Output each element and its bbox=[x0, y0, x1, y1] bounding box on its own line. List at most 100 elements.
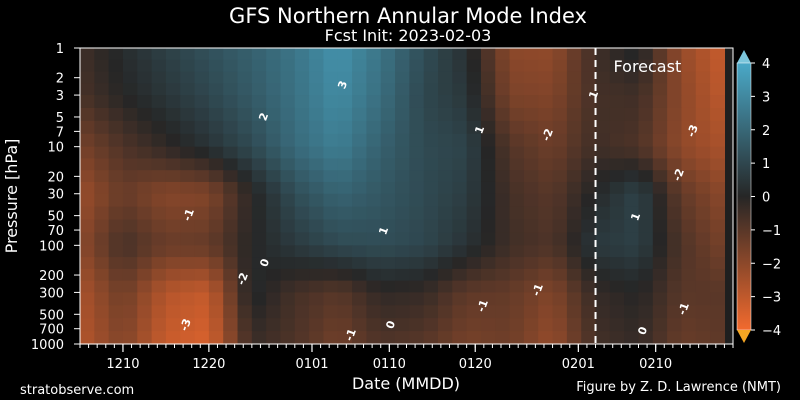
heatmap-cell bbox=[337, 193, 353, 208]
heatmap-cell bbox=[495, 95, 511, 109]
heatmap-cell bbox=[122, 331, 138, 345]
heatmap-cell bbox=[480, 232, 496, 246]
heatmap-cell bbox=[423, 133, 439, 148]
heatmap-cell bbox=[165, 268, 181, 282]
colorbar-scale bbox=[736, 62, 752, 331]
heatmap-cell bbox=[652, 232, 668, 246]
heatmap-cell bbox=[122, 120, 138, 135]
heatmap-cell bbox=[466, 245, 482, 258]
heatmap-cell bbox=[137, 146, 153, 160]
heatmap-cell bbox=[710, 292, 726, 306]
heatmap-cell bbox=[80, 331, 95, 345]
heatmap-cell bbox=[652, 181, 668, 195]
heatmap-cell bbox=[180, 48, 196, 61]
heatmap-cell bbox=[180, 107, 196, 122]
heatmap-cell bbox=[122, 71, 138, 84]
heatmap-cell bbox=[251, 83, 267, 96]
heatmap-cell bbox=[309, 219, 325, 234]
heatmap-cell bbox=[638, 280, 654, 294]
heatmap-cell bbox=[223, 245, 239, 258]
heatmap-cell bbox=[624, 318, 640, 332]
heatmap-cell bbox=[538, 232, 554, 246]
heatmap-cell bbox=[251, 318, 267, 332]
heatmap-cell bbox=[294, 83, 310, 96]
heatmap-cell bbox=[638, 170, 654, 183]
heatmap-cell bbox=[180, 331, 196, 345]
heatmap-cell bbox=[566, 305, 582, 319]
heatmap-cell bbox=[438, 305, 453, 319]
heatmap-cell bbox=[523, 257, 539, 270]
heatmap-cell bbox=[80, 268, 95, 282]
heatmap-cell bbox=[710, 158, 726, 171]
heatmap-cell bbox=[409, 305, 425, 319]
contour-label: 1 bbox=[628, 211, 643, 223]
heatmap-cell bbox=[122, 280, 138, 294]
heatmap-cell bbox=[208, 206, 224, 221]
heatmap-cell bbox=[366, 318, 382, 332]
y-tick-label: 1000 bbox=[31, 338, 64, 353]
heatmap-cell bbox=[151, 181, 167, 195]
heatmap-cell bbox=[409, 193, 425, 208]
heatmap-cell bbox=[266, 257, 282, 270]
heatmap-cell bbox=[337, 120, 353, 135]
heatmap-cell bbox=[280, 107, 296, 122]
heatmap-cell bbox=[251, 107, 267, 122]
heatmap-cell bbox=[122, 48, 138, 61]
heatmap-cell bbox=[452, 318, 468, 332]
heatmap-cell bbox=[180, 305, 196, 319]
heatmap-cell bbox=[108, 292, 124, 306]
heatmap-cell bbox=[352, 107, 367, 122]
heatmap-cell bbox=[251, 48, 267, 61]
heatmap-cell bbox=[337, 48, 353, 61]
heatmap-cell bbox=[223, 83, 239, 96]
heatmap-cell bbox=[480, 95, 496, 109]
x-tick-label: 1220 bbox=[192, 357, 225, 372]
heatmap-cell bbox=[566, 232, 582, 246]
heatmap-cell bbox=[294, 107, 310, 122]
heatmap-cell bbox=[266, 219, 282, 234]
heatmap-cell bbox=[480, 83, 496, 96]
heatmap-cell bbox=[710, 318, 726, 332]
heatmap-cell bbox=[180, 133, 196, 148]
heatmap-cell bbox=[80, 305, 95, 319]
heatmap-cell bbox=[194, 232, 210, 246]
heatmap-cell bbox=[180, 181, 196, 195]
heatmap-cell bbox=[667, 232, 683, 246]
heatmap-cell bbox=[280, 318, 296, 332]
heatmap-cell bbox=[80, 257, 95, 270]
colorbar-extend-max bbox=[737, 50, 751, 63]
heatmap-cell bbox=[667, 219, 683, 234]
heatmap-cell bbox=[538, 181, 554, 195]
heatmap-cell bbox=[151, 133, 167, 148]
heatmap-cell bbox=[423, 280, 439, 294]
heatmap-cell bbox=[595, 181, 611, 195]
heatmap-cell bbox=[638, 59, 654, 73]
heatmap-cell bbox=[108, 257, 124, 270]
heatmap-cell bbox=[208, 71, 224, 84]
heatmap-cell bbox=[309, 193, 325, 208]
heatmap-cell bbox=[581, 83, 597, 96]
heatmap-cell bbox=[366, 71, 382, 84]
heatmap-cell bbox=[438, 59, 453, 73]
heatmap-cell bbox=[380, 305, 396, 319]
heatmap-cell bbox=[438, 133, 453, 148]
heatmap-cell bbox=[366, 181, 382, 195]
heatmap-cell bbox=[495, 83, 511, 96]
heatmap-cell bbox=[294, 268, 310, 282]
heatmap-cell bbox=[352, 71, 367, 84]
heatmap-cell bbox=[638, 120, 654, 135]
heatmap-cell bbox=[667, 146, 683, 160]
heatmap-cell bbox=[438, 193, 453, 208]
heatmap-cell bbox=[495, 219, 511, 234]
y-tick-label: 5 bbox=[56, 111, 64, 126]
heatmap-cell bbox=[323, 280, 339, 294]
heatmap-cell bbox=[509, 170, 525, 183]
heatmap-cell bbox=[223, 120, 239, 135]
heatmap-cell bbox=[652, 48, 668, 61]
heatmap-cell bbox=[638, 71, 654, 84]
heatmap-cell bbox=[552, 292, 568, 306]
heatmap-cell bbox=[609, 331, 625, 345]
heatmap-cell bbox=[137, 83, 153, 96]
heatmap-cell bbox=[423, 245, 439, 258]
heatmap-cell bbox=[280, 146, 296, 160]
